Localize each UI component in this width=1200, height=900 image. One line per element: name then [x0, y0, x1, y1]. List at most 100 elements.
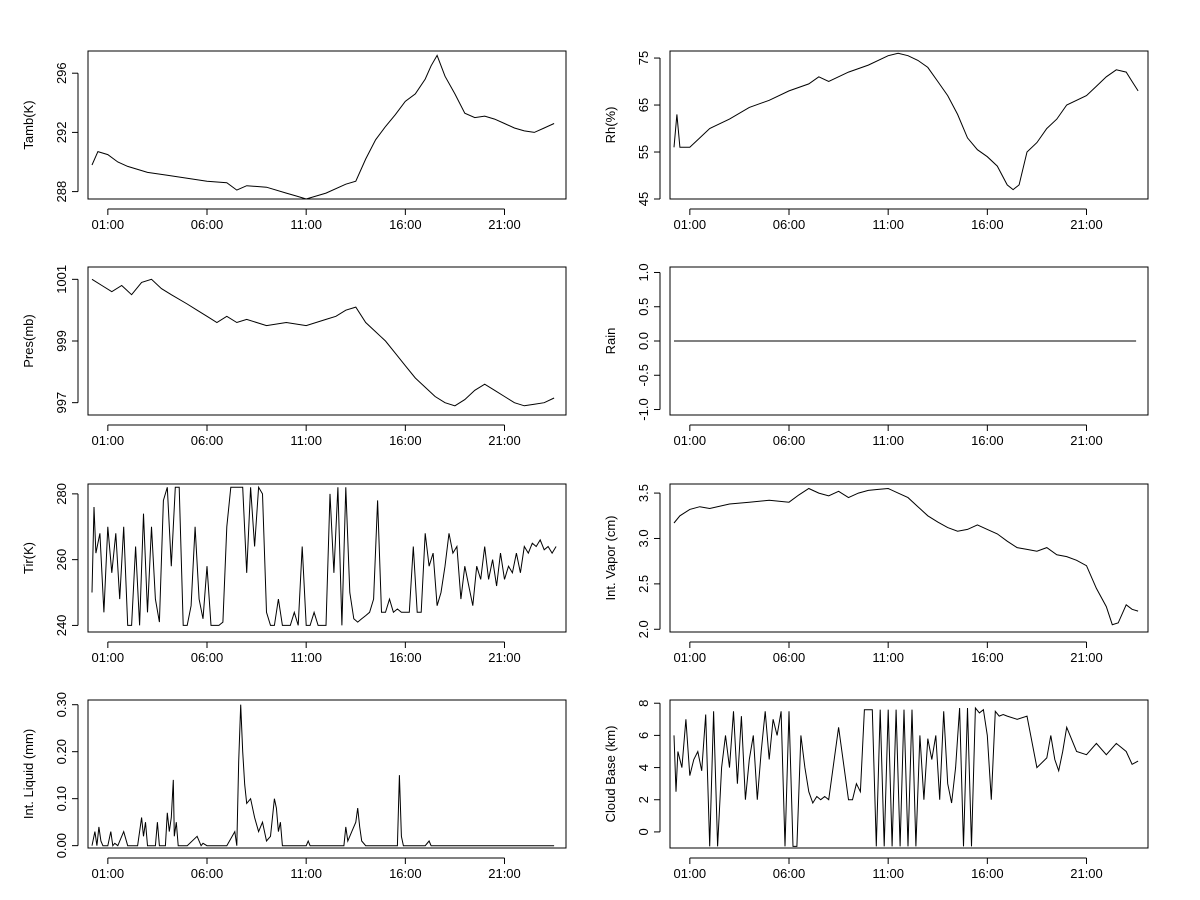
x-tick-label: 21:00 — [488, 433, 521, 448]
x-tick-label: 11:00 — [290, 866, 322, 881]
y-axis-title: Rain — [603, 328, 618, 355]
y-tick-label: 296 — [54, 62, 69, 84]
plot-frame — [669, 483, 1149, 633]
x-tick-label: 01:00 — [674, 866, 707, 881]
x-tick-label: 21:00 — [1070, 433, 1103, 448]
y-tick-label: 0.20 — [54, 739, 69, 764]
x-tick-label: 06:00 — [191, 217, 224, 232]
plot-frame — [87, 483, 567, 633]
y-tick-label: 0.5 — [636, 298, 651, 316]
series-line-liquid — [91, 704, 555, 847]
y-tick-label: -0.5 — [636, 364, 651, 386]
x-tick-label: 16:00 — [389, 866, 422, 881]
x-tick-label: 06:00 — [191, 433, 224, 448]
y-tick-label: 0.30 — [54, 692, 69, 717]
y-axis-title: Tamb(K) — [21, 100, 36, 149]
plot-frame — [87, 699, 567, 849]
plot-frame — [87, 50, 567, 200]
x-tick-label: 16:00 — [971, 217, 1004, 232]
series-line-tir — [91, 485, 557, 626]
series-line-pres — [91, 278, 555, 407]
x-tick-label: 11:00 — [290, 217, 322, 232]
x-tick-label: 16:00 — [971, 650, 1004, 665]
panel-cloudbase: 01:00 06:00 11:00 16:00 21:00 0 2 4 6 8 Cloud Base… — [603, 699, 1149, 881]
y-tick-label: 240 — [54, 615, 69, 637]
plot-frame — [669, 266, 1149, 416]
x-tick-label: 01:00 — [92, 866, 125, 881]
x-tick-label: 21:00 — [1070, 866, 1103, 881]
x-tick-label: 01:00 — [92, 217, 125, 232]
y-tick-label: 1001 — [54, 265, 69, 294]
x-tick-label: 01:00 — [674, 433, 707, 448]
plot-frame — [87, 266, 567, 416]
y-tick-label: 65 — [636, 98, 651, 112]
panel-rh: 01:00 06:00 11:00 16:00 21:00 45 55 65 75 Rh(%) — [603, 50, 1149, 232]
y-tick-label: 45 — [636, 192, 651, 206]
y-tick-label: 0 — [636, 828, 651, 835]
y-tick-label: 0.0 — [636, 332, 651, 350]
y-tick-label: 288 — [54, 181, 69, 203]
y-tick-label: 3.0 — [636, 529, 651, 547]
x-tick-label: 11:00 — [290, 650, 322, 665]
x-tick-label: 06:00 — [773, 433, 806, 448]
x-tick-label: 11:00 — [872, 217, 904, 232]
x-tick-label: 21:00 — [488, 866, 521, 881]
y-tick-label: 260 — [54, 549, 69, 571]
y-tick-label: 0.10 — [54, 786, 69, 811]
y-tick-label: -1.0 — [636, 398, 651, 420]
panel-tir: 01:00 06:00 11:00 16:00 21:00 240 260 280 Tir(K) — [21, 483, 567, 665]
x-tick-label: 11:00 — [872, 866, 904, 881]
series-line-tamb — [91, 54, 555, 200]
x-tick-label: 01:00 — [674, 217, 707, 232]
y-axis-title: Int. Vapor (cm) — [603, 515, 618, 600]
panel-tamb: 01:00 06:00 11:00 16:00 21:00 288 292 296 Tamb(K… — [21, 50, 567, 232]
x-tick-label: 11:00 — [872, 433, 904, 448]
x-tick-label: 11:00 — [290, 433, 322, 448]
y-axis-title: Cloud Base (km) — [603, 726, 618, 823]
plot-frame — [669, 50, 1149, 200]
series-line-cloudbase — [673, 706, 1139, 847]
y-tick-label: 0.00 — [54, 833, 69, 858]
y-axis-title: Int. Liquid (mm) — [21, 729, 36, 819]
y-tick-label: 2 — [636, 796, 651, 803]
panel-vapor: 01:00 06:00 11:00 16:00 21:00 2.0 2.5 3.0 3.5 Int… — [603, 483, 1149, 665]
x-tick-label: 16:00 — [389, 433, 422, 448]
y-tick-label: 3.5 — [636, 484, 651, 502]
y-tick-label: 1.0 — [636, 263, 651, 281]
series-line-vapor — [673, 487, 1139, 626]
plot-frame — [669, 699, 1149, 849]
x-tick-label: 21:00 — [1070, 217, 1103, 232]
x-tick-label: 06:00 — [191, 866, 224, 881]
panel-pres: 01:00 06:00 11:00 16:00 21:00 997 999 1001 Pres(… — [21, 265, 567, 448]
x-tick-label: 11:00 — [872, 650, 904, 665]
y-tick-label: 999 — [54, 330, 69, 352]
series-line-rh — [673, 52, 1139, 191]
panel-liquid: 01:00 06:00 11:00 16:00 21:00 0.00 0.10 0.20 0.3… — [21, 692, 567, 881]
x-tick-label: 21:00 — [488, 650, 521, 665]
x-tick-label: 01:00 — [92, 433, 125, 448]
x-tick-label: 06:00 — [191, 650, 224, 665]
x-tick-label: 16:00 — [389, 217, 422, 232]
x-tick-label: 06:00 — [773, 650, 806, 665]
y-tick-label: 280 — [54, 483, 69, 505]
x-tick-label: 06:00 — [773, 866, 806, 881]
x-tick-label: 21:00 — [488, 217, 521, 232]
y-axis-title: Pres(mb) — [21, 314, 36, 367]
x-tick-label: 16:00 — [971, 433, 1004, 448]
y-axis-title: Rh(%) — [603, 107, 618, 144]
y-tick-label: 2.5 — [636, 575, 651, 593]
y-tick-label: 6 — [636, 732, 651, 739]
x-tick-label: 16:00 — [389, 650, 422, 665]
x-tick-label: 01:00 — [674, 650, 707, 665]
y-tick-label: 75 — [636, 51, 651, 65]
x-tick-label: 16:00 — [971, 866, 1004, 881]
y-tick-label: 2.0 — [636, 620, 651, 638]
y-tick-label: 4 — [636, 764, 651, 771]
x-tick-label: 01:00 — [92, 650, 125, 665]
x-tick-label: 21:00 — [1070, 650, 1103, 665]
y-tick-label: 997 — [54, 392, 69, 414]
y-tick-label: 55 — [636, 145, 651, 159]
panel-rain: 01:00 06:00 11:00 16:00 21:00 -1.0 -0.5 0.0 0.5 1… — [603, 263, 1149, 448]
y-tick-label: 292 — [54, 122, 69, 144]
